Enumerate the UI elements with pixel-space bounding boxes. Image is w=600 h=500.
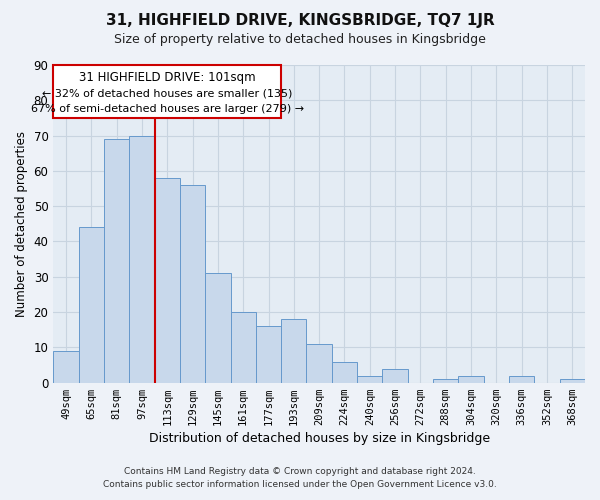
- Bar: [382, 368, 408, 382]
- Text: Contains HM Land Registry data © Crown copyright and database right 2024.
Contai: Contains HM Land Registry data © Crown c…: [103, 467, 497, 489]
- Bar: [129, 136, 155, 382]
- X-axis label: Distribution of detached houses by size in Kingsbridge: Distribution of detached houses by size …: [149, 432, 490, 445]
- Bar: [509, 376, 535, 382]
- Y-axis label: Number of detached properties: Number of detached properties: [15, 131, 28, 317]
- Bar: [230, 312, 256, 382]
- Bar: [307, 344, 332, 383]
- Bar: [332, 362, 357, 382]
- Text: 31 HIGHFIELD DRIVE: 101sqm: 31 HIGHFIELD DRIVE: 101sqm: [79, 71, 256, 84]
- Text: Size of property relative to detached houses in Kingsbridge: Size of property relative to detached ho…: [114, 32, 486, 46]
- FancyBboxPatch shape: [53, 65, 281, 118]
- Bar: [205, 274, 230, 382]
- Text: ← 32% of detached houses are smaller (135): ← 32% of detached houses are smaller (13…: [42, 88, 292, 98]
- Bar: [180, 185, 205, 382]
- Bar: [256, 326, 281, 382]
- Text: 67% of semi-detached houses are larger (279) →: 67% of semi-detached houses are larger (…: [31, 104, 304, 114]
- Text: 31, HIGHFIELD DRIVE, KINGSBRIDGE, TQ7 1JR: 31, HIGHFIELD DRIVE, KINGSBRIDGE, TQ7 1J…: [106, 12, 494, 28]
- Bar: [281, 319, 307, 382]
- Bar: [433, 379, 458, 382]
- Bar: [357, 376, 382, 382]
- Bar: [458, 376, 484, 382]
- Bar: [155, 178, 180, 382]
- Bar: [79, 228, 104, 382]
- Bar: [560, 379, 585, 382]
- Bar: [53, 351, 79, 382]
- Bar: [104, 139, 129, 382]
